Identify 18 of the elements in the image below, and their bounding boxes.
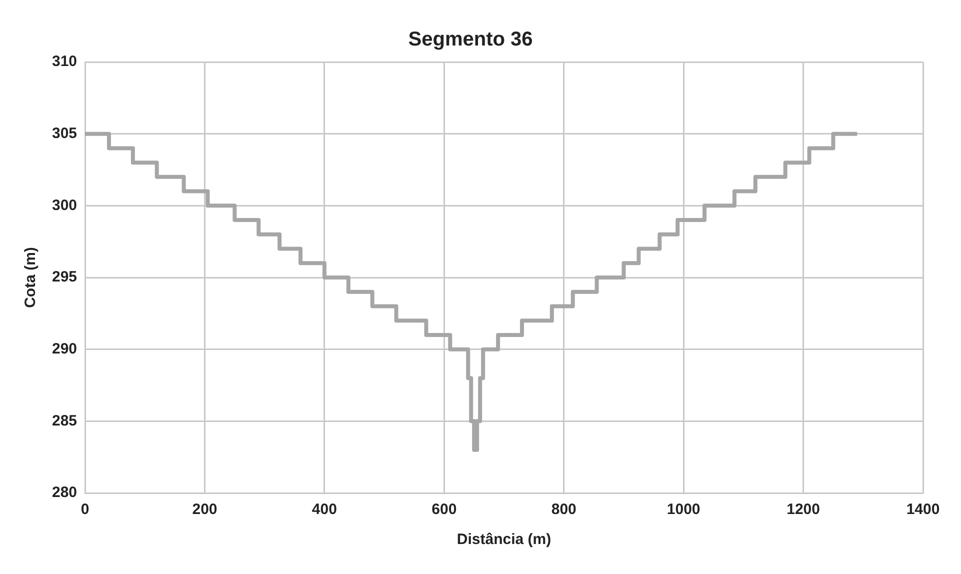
x-tick-label: 600 — [432, 501, 457, 518]
x-tick-label: 1400 — [906, 501, 940, 518]
y-tick-label: 305 — [52, 124, 78, 142]
x-tick-label: 1200 — [786, 501, 820, 518]
x-tick-label: 1000 — [666, 501, 700, 518]
x-tick-label: 400 — [312, 501, 337, 518]
y-tick-label: 285 — [52, 412, 78, 430]
x-tick-label: 800 — [551, 501, 576, 518]
x-tick-label: 0 — [80, 501, 90, 518]
chart-title: Segmento 36 — [408, 28, 533, 51]
y-tick-label: 290 — [52, 340, 78, 358]
y-tick-label: 300 — [52, 196, 78, 214]
x-tick-label: 200 — [192, 501, 218, 518]
y-tick-label: 295 — [52, 268, 78, 286]
y-tick-label: 280 — [52, 484, 78, 502]
y-tick-label: 310 — [52, 53, 78, 70]
x-axis-title: Distância (m) — [456, 531, 552, 548]
y-axis-title: Cota (m) — [22, 247, 40, 308]
